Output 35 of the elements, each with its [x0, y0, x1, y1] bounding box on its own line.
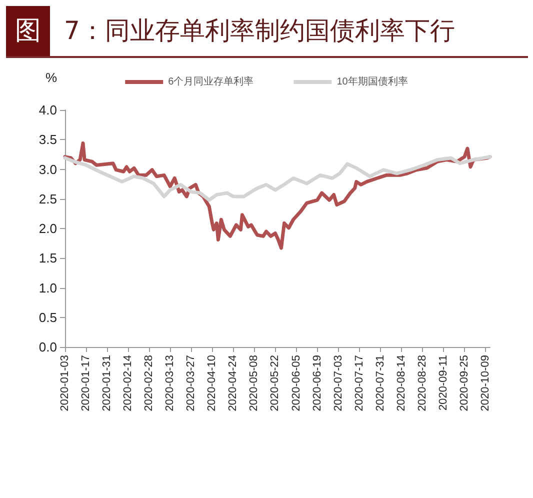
- x-tick-label: 2020-04-24: [227, 355, 240, 412]
- y-tick-label: 3.0: [38, 162, 57, 177]
- chart-title: 图 7：同业存单利率制约国债利率下行: [14, 15, 455, 48]
- x-tick-label: 2020-10-09: [479, 355, 492, 412]
- x-tick-label: 2020-06-19: [311, 355, 324, 412]
- y-tick-label: 2.0: [38, 221, 57, 236]
- x-tick-label: 2020-07-03: [332, 355, 344, 412]
- x-tick-label: 2020-01-31: [101, 355, 114, 412]
- x-tick-label: 2020-01-17: [80, 355, 92, 412]
- x-tick-label: 2020-05-08: [248, 355, 260, 412]
- x-tick-label: 2020-07-17: [353, 355, 366, 412]
- y-tick-label: 4.0: [38, 102, 57, 118]
- x-tick-label: 2020-07-31: [374, 355, 386, 412]
- y-tick-label: 0.5: [38, 310, 57, 325]
- line-series: [63, 155, 492, 202]
- x-tick-label: 2020-09-11: [437, 355, 450, 410]
- y-tick-label: 1.5: [38, 250, 57, 266]
- x-tick-label: 2020-06-05: [290, 355, 302, 412]
- y-tick-label: 0.0: [38, 340, 57, 354]
- y-tick-label: 3.5: [38, 132, 57, 148]
- y-tick-label: 1.0: [38, 280, 57, 296]
- x-tick-label: 2020-02-14: [122, 355, 134, 412]
- x-tick-label: 2020-04-10: [206, 355, 218, 412]
- x-tick-label: 2020-08-14: [395, 355, 408, 412]
- y-axis-title: %: [45, 70, 58, 85]
- x-tick-label: 2020-03-27: [185, 355, 198, 412]
- x-tick-label: 2020-08-28: [416, 355, 428, 412]
- legend-label: 6个月同业存单利率: [168, 76, 254, 88]
- x-tick-label: 2020-02-28: [143, 355, 156, 412]
- x-tick-label: 2020-09-25: [458, 355, 470, 412]
- legend-label: 10年期国债利率: [336, 76, 408, 88]
- x-tick-label: 2020-05-22: [269, 355, 282, 412]
- x-tick-label: 2020-03-13: [164, 355, 176, 412]
- y-tick-label: 2.5: [38, 191, 57, 206]
- x-tick-label: 2020-01-03: [59, 355, 71, 412]
